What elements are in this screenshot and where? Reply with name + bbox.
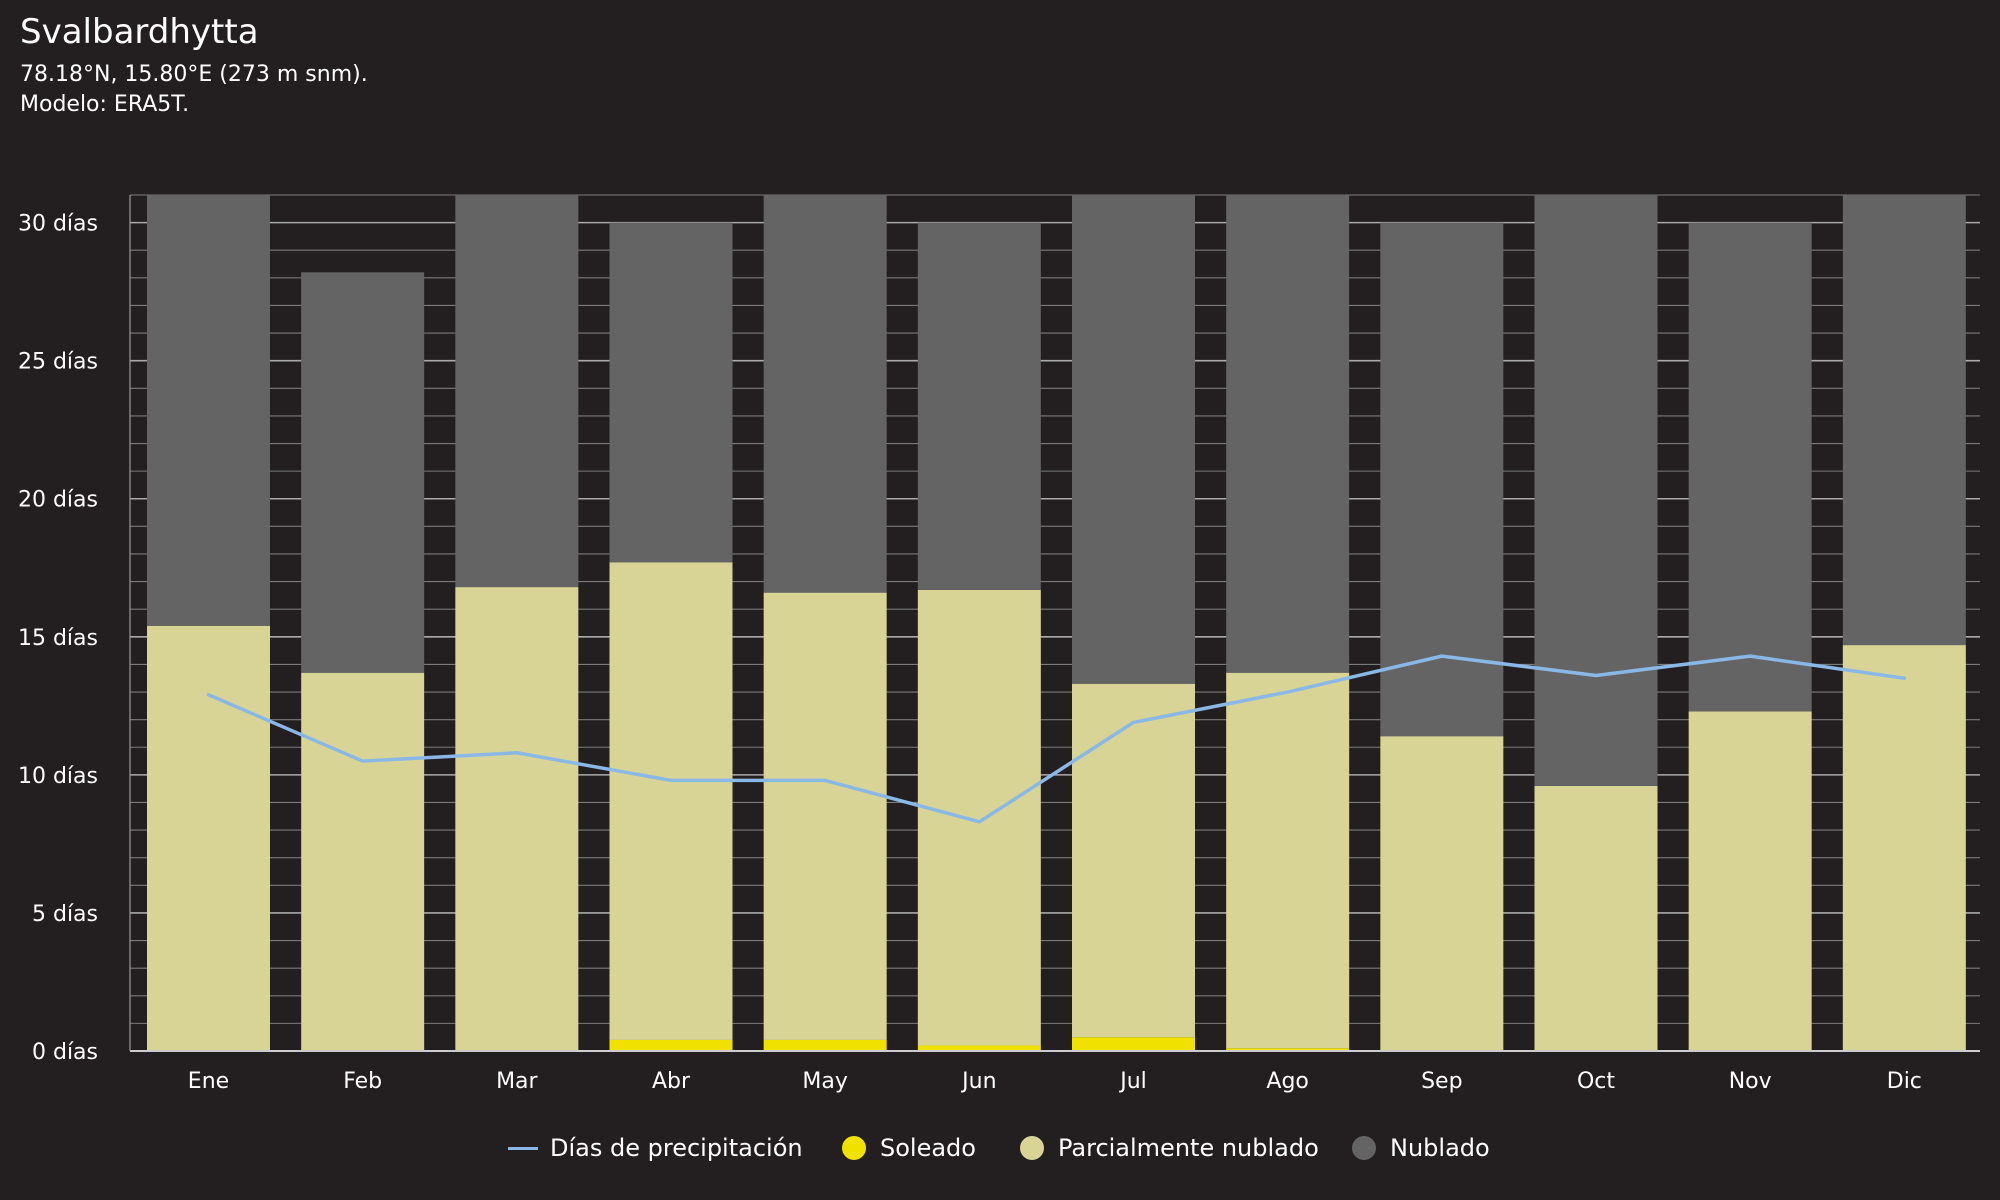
x-tick-label: Ene xyxy=(188,1069,229,1094)
partly-cloudy-dot-icon xyxy=(1020,1136,1044,1160)
cloudy-bar xyxy=(763,195,887,593)
partly-cloudy-bar xyxy=(763,592,887,1040)
partly-cloudy-bar xyxy=(1534,785,1658,1051)
sunny-bar xyxy=(609,1039,733,1051)
cloudy-bar xyxy=(1380,222,1504,737)
y-tick-label: 15 días xyxy=(18,626,98,651)
legend-item-partly-cloudy[interactable]: Parcialmente nublado xyxy=(1020,1130,1319,1166)
model-label: Modelo: ERA5T. xyxy=(20,92,190,117)
legend-label-cloudy: Nublado xyxy=(1390,1134,1490,1162)
cloudy-bar xyxy=(1842,195,1966,646)
cloudy-bar xyxy=(609,222,733,563)
x-tick-label: Ago xyxy=(1266,1069,1308,1094)
chart-legend: Días de precipitación Soleado Parcialmen… xyxy=(0,1130,2000,1166)
legend-label-partly-cloudy: Parcialmente nublado xyxy=(1058,1134,1319,1162)
x-tick-label: Sep xyxy=(1421,1069,1462,1094)
cloudy-bar xyxy=(917,222,1041,590)
cloudy-bar xyxy=(1226,195,1350,673)
y-tick-label: 5 días xyxy=(32,902,98,927)
cloudy-bar xyxy=(1688,222,1812,712)
x-tick-label: May xyxy=(802,1069,847,1094)
sunny-dot-icon xyxy=(842,1136,866,1160)
x-tick-label: Abr xyxy=(652,1069,691,1094)
legend-item-sunny[interactable]: Soleado xyxy=(842,1130,976,1166)
partly-cloudy-bar xyxy=(301,672,425,1051)
x-tick-label: Jul xyxy=(1118,1069,1147,1094)
x-tick-label: Nov xyxy=(1729,1069,1772,1094)
x-tick-label: Jun xyxy=(960,1069,996,1094)
y-tick-label: 20 días xyxy=(18,488,98,513)
legend-label-sunny: Soleado xyxy=(880,1134,976,1162)
precipitation-line xyxy=(206,654,1907,824)
partly-cloudy-bar xyxy=(609,562,733,1040)
legend-label-precipitation: Días de precipitación xyxy=(550,1134,803,1162)
legend-item-cloudy[interactable]: Nublado xyxy=(1352,1130,1490,1166)
partly-cloudy-bar xyxy=(455,587,579,1051)
partly-cloudy-bar xyxy=(147,625,270,1051)
x-tick-label: Feb xyxy=(343,1069,382,1094)
cloudy-dot-icon xyxy=(1352,1136,1376,1160)
y-tick-label: 30 días xyxy=(18,212,98,237)
partly-cloudy-bar xyxy=(1226,672,1350,1049)
cloudy-bar xyxy=(455,195,579,588)
x-tick-label: Oct xyxy=(1577,1069,1615,1094)
cloudy-bar xyxy=(1072,195,1195,684)
cloudy-bar xyxy=(147,195,270,626)
partly-cloudy-bar xyxy=(1688,711,1812,1051)
sunny-bar xyxy=(763,1039,887,1051)
partly-cloudy-bar xyxy=(1842,645,1966,1051)
y-tick-label: 10 días xyxy=(18,764,98,789)
location-coordinates: 78.18°N, 15.80°E (273 m snm). xyxy=(20,62,368,87)
cloudy-bar xyxy=(1534,195,1658,786)
sunny-bar xyxy=(1226,1048,1350,1051)
y-tick-label: 0 días xyxy=(32,1040,98,1065)
x-tick-label: Dic xyxy=(1887,1069,1922,1094)
partly-cloudy-bar xyxy=(1072,683,1195,1038)
partly-cloudy-bar xyxy=(917,589,1041,1046)
partly-cloudy-bar xyxy=(1380,736,1504,1051)
x-tick-label: Mar xyxy=(496,1069,538,1094)
chart-title: Svalbardhytta xyxy=(20,12,259,52)
y-tick-label: 25 días xyxy=(18,350,98,375)
sunny-bar xyxy=(917,1045,1041,1051)
legend-item-precipitation[interactable]: Días de precipitación xyxy=(508,1130,803,1166)
precipitation-line-icon xyxy=(508,1146,538,1150)
cloudy-bar xyxy=(301,272,425,673)
sunny-bar xyxy=(1072,1037,1195,1051)
